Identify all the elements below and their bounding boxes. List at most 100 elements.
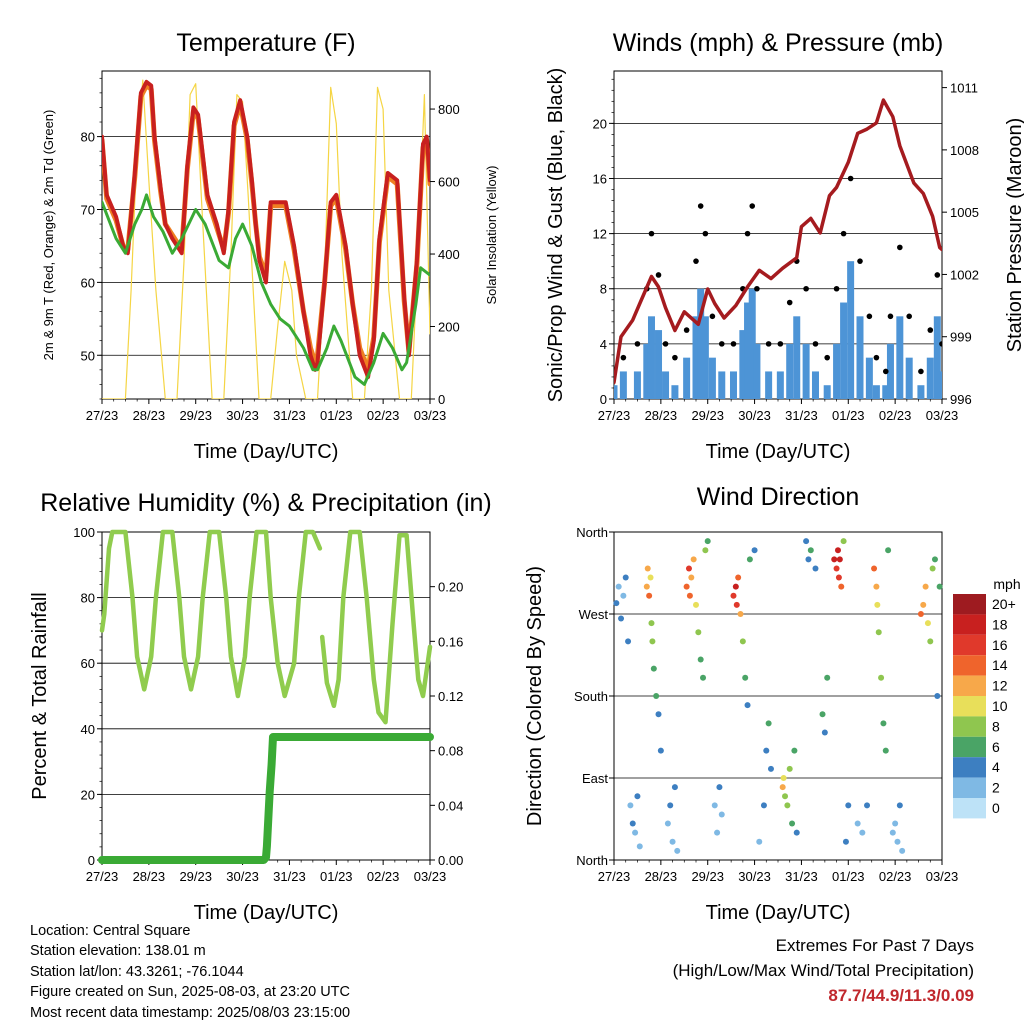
- y-tick-label: 100: [73, 525, 95, 540]
- direction-point: [859, 829, 866, 836]
- station-latlon: Station lat/lon: 43.3261; -76.1044: [30, 963, 244, 980]
- direction-point: [929, 565, 936, 572]
- humidity-series: [98, 529, 434, 864]
- direction-point: [646, 592, 653, 599]
- direction-point: [779, 784, 786, 791]
- wind-gust-point: [765, 341, 772, 347]
- wind-speed-bar: [872, 385, 880, 399]
- wind-direction-ylabel: Direction (Colored By Speed): [524, 566, 546, 826]
- x-tick-label: 27/23: [86, 869, 119, 884]
- direction-point: [793, 829, 800, 836]
- x-tick-label: 01/23: [832, 869, 865, 884]
- y-tick-label: West: [579, 607, 609, 622]
- legend-swatch: [953, 696, 986, 717]
- direction-point: [899, 847, 906, 854]
- winds-y2label: Station Pressure (Maroon): [1004, 118, 1024, 353]
- x-tick-label: 31/23: [273, 408, 306, 423]
- x-tick-label: 03/23: [414, 869, 447, 884]
- direction-point: [634, 793, 641, 800]
- direction-point: [671, 784, 678, 791]
- direction-point: [667, 802, 674, 809]
- direction-point: [922, 583, 929, 590]
- x-tick-label: 30/23: [226, 408, 259, 423]
- direction-point: [718, 811, 725, 818]
- extremes-box: Extremes For Past 7 Days (High/Low/Max W…: [673, 933, 974, 1008]
- legend-swatch: [953, 716, 986, 737]
- direction-point: [632, 829, 639, 836]
- y2-tick-label: 1002: [950, 267, 979, 282]
- direction-point: [683, 583, 690, 590]
- y2-tick-label: 996: [950, 392, 972, 407]
- legend-label: 10: [992, 698, 1008, 714]
- wind-speed-bar: [697, 288, 705, 399]
- wind-gust-point: [702, 230, 709, 237]
- direction-point: [648, 620, 655, 627]
- wind-gust-point: [744, 230, 751, 237]
- y2-tick-label: 0.00: [438, 853, 463, 868]
- wind-gust-point: [620, 354, 627, 361]
- direction-point: [733, 601, 740, 608]
- direction-point: [627, 802, 634, 809]
- legend-label: 2: [992, 780, 1000, 796]
- wind-speed-bar: [938, 371, 942, 399]
- direction-point: [751, 547, 758, 554]
- direction-point: [643, 583, 650, 590]
- direction-point: [693, 601, 699, 608]
- humidity-panel: Relative Humidity (%) & Precipitation (i…: [29, 489, 492, 924]
- wind-speed-bar: [647, 316, 655, 399]
- station-info: Location: Central Square Station elevati…: [30, 921, 350, 1023]
- x-tick-label: 29/23: [691, 408, 724, 423]
- direction-point: [875, 629, 882, 636]
- x-tick-label: 27/23: [598, 869, 631, 884]
- wind-gust-point: [906, 313, 912, 320]
- wind-gust-point: [873, 354, 880, 361]
- wind-speed-bar: [614, 385, 618, 399]
- direction-point: [838, 583, 845, 590]
- x-tick-label: 30/23: [738, 408, 771, 423]
- wind-speed-bar: [865, 357, 873, 399]
- wind-speed-bar: [905, 357, 913, 399]
- y-tick-label: 40: [81, 722, 95, 737]
- y-tick-label: 60: [81, 656, 95, 671]
- direction-point: [647, 574, 654, 581]
- winds-xlabel: Time (Day/UTC): [706, 441, 851, 463]
- direction-point: [791, 747, 798, 754]
- x-tick-label: 28/23: [133, 869, 166, 884]
- extremes-title: Extremes For Past 7 Days: [775, 936, 974, 955]
- x-tick-label: 29/23: [691, 869, 724, 884]
- legend-label: 20+: [992, 596, 1016, 612]
- direction-point: [831, 556, 838, 563]
- y-tick-label: 0: [88, 853, 95, 868]
- wind-speed-bar: [744, 302, 752, 399]
- y2-tick-label: 1008: [950, 143, 979, 158]
- legend-label: 4: [992, 759, 1000, 775]
- temperature-xlabel: Time (Day/UTC): [194, 441, 339, 463]
- winds-ylabel: Sonic/Prop Wind & Gust (Blue, Black): [545, 68, 567, 403]
- winds-series: [614, 98, 942, 399]
- wind-gust-point: [718, 341, 725, 347]
- direction-point: [657, 747, 664, 754]
- x-tick-label: 31/23: [785, 869, 818, 884]
- x-tick-label: 29/23: [179, 408, 212, 423]
- legend-swatch: [953, 634, 986, 656]
- temperature-y2label: Solar Insolation (Yellow): [484, 166, 499, 305]
- wind-gust-point: [648, 230, 655, 237]
- direction-point: [782, 793, 789, 800]
- recent-timestamp: Most recent data timestamp: 2025/08/03 2…: [30, 1004, 351, 1021]
- wind-gust-point: [833, 285, 840, 292]
- direction-point: [786, 765, 793, 772]
- y-tick-label: South: [574, 689, 608, 704]
- relative-humidity-line-a: [99, 529, 323, 699]
- wind-speed-bar: [786, 343, 794, 399]
- wind-speed-bar: [633, 371, 641, 399]
- wind-speed-bar: [933, 316, 941, 399]
- legend-swatch: [953, 757, 986, 778]
- legend-swatch: [953, 614, 986, 635]
- wind-gust-point: [697, 203, 704, 209]
- y-tick-label: 8: [600, 282, 607, 297]
- direction-point: [756, 838, 763, 845]
- direction-point: [892, 820, 899, 827]
- y-tick-label: North: [576, 853, 608, 868]
- y2-tick-label: 600: [438, 175, 460, 190]
- wind-direction-panel: Wind Direction Time (Day/UTC) Direction …: [524, 483, 1021, 924]
